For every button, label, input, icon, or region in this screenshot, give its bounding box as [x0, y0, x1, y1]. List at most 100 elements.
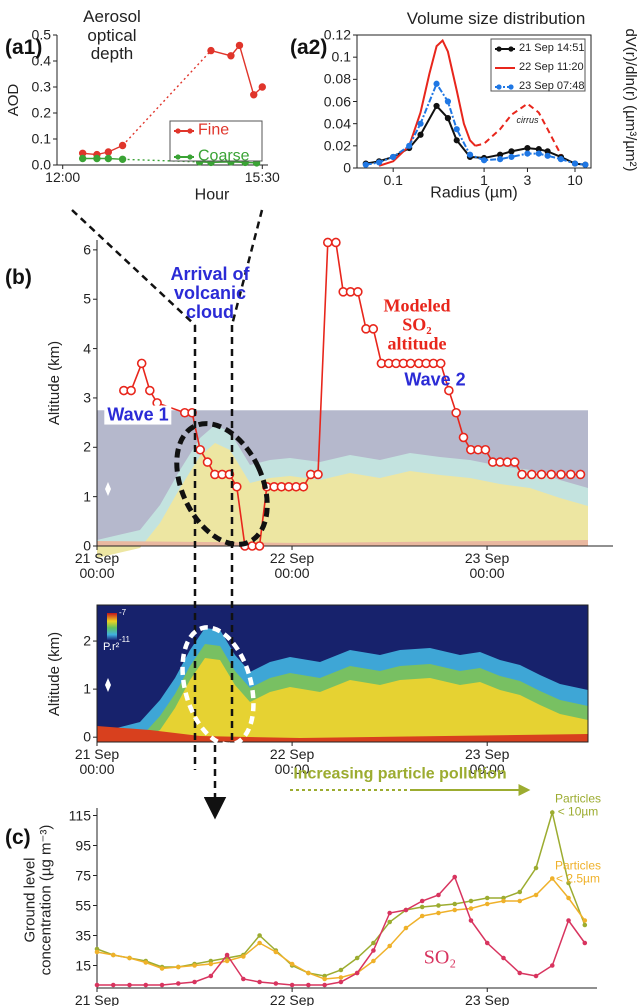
- point: [306, 970, 311, 976]
- y-tick-label: 75: [75, 867, 91, 884]
- point: [526, 469, 537, 480]
- y-tick-label: 0.1: [31, 130, 51, 147]
- point: [484, 940, 490, 946]
- x-tick-label: 21 Sep 00:00: [74, 746, 120, 777]
- point: [254, 541, 265, 551]
- point: [436, 903, 441, 908]
- legend-marker: [175, 154, 181, 160]
- point: [453, 126, 460, 133]
- point: [484, 895, 490, 901]
- point: [533, 892, 539, 898]
- chart-title: Volume size distribution: [406, 9, 586, 28]
- point: [159, 966, 165, 971]
- series-line: [96, 809, 586, 977]
- series-line: [82, 157, 123, 160]
- point: [78, 154, 87, 163]
- point: [362, 161, 369, 168]
- point: [453, 137, 460, 144]
- point: [202, 457, 213, 467]
- x-tick-label: 12:00: [45, 169, 81, 185]
- lidar-layer: [97, 726, 588, 742]
- point: [466, 151, 474, 158]
- series-line: [96, 877, 586, 980]
- panel-label: (a2): [290, 35, 328, 59]
- x-tick-label: 23 Sep 00:00: [465, 992, 510, 1006]
- point: [444, 115, 452, 122]
- legend-label: 23 Sep 07:48: [519, 80, 585, 93]
- colorbar-label: P.r²: [103, 641, 120, 653]
- point: [136, 358, 147, 369]
- y-tick-label: 115: [68, 807, 91, 824]
- point: [444, 385, 454, 396]
- x-tick-label: 15:30: [244, 169, 280, 185]
- point: [313, 469, 323, 480]
- point: [501, 898, 506, 904]
- point: [403, 907, 409, 913]
- highlight-ellipse: [174, 421, 270, 547]
- point: [444, 98, 452, 105]
- series-line: [475, 102, 562, 156]
- point: [322, 982, 327, 988]
- point: [231, 481, 242, 492]
- point: [517, 469, 527, 480]
- legend-marker: [496, 46, 502, 52]
- series-label: Particles < 2.5µm: [554, 858, 602, 885]
- point: [258, 83, 266, 91]
- point: [273, 981, 279, 986]
- x-tick-label: 3: [523, 172, 532, 188]
- point: [417, 131, 424, 138]
- y-tick-label: 0.3: [31, 78, 51, 95]
- x-tick-label: 22 Sep 00:00: [269, 746, 315, 777]
- point: [468, 906, 474, 911]
- y-tick-label: 4: [83, 340, 91, 357]
- point: [298, 481, 309, 492]
- point: [452, 901, 458, 907]
- point: [419, 898, 425, 904]
- connector: [230, 209, 264, 326]
- legend-marker: [508, 46, 514, 52]
- point: [419, 913, 425, 919]
- point: [227, 52, 235, 60]
- point: [435, 358, 446, 369]
- point: [390, 153, 397, 161]
- x-tick-label: 21 Sep 00:00: [74, 992, 120, 1006]
- point: [289, 961, 295, 967]
- annotation: Wave 1: [104, 405, 172, 425]
- point: [419, 904, 425, 910]
- x-tick-label: 1: [480, 172, 488, 188]
- x-axis-label: Hour: [194, 186, 230, 204]
- y-tick-label: 3: [83, 389, 91, 406]
- annotation: Wave 2: [404, 369, 466, 390]
- y-tick-label: 0.02: [323, 137, 351, 154]
- point: [458, 432, 469, 443]
- lidar-layer: [97, 658, 588, 742]
- y-tick-label: 0.12: [323, 26, 351, 43]
- point: [224, 952, 230, 958]
- x-tick-label: 23 Sep 00:00: [464, 550, 510, 581]
- point: [468, 898, 474, 904]
- point: [546, 469, 557, 480]
- point: [536, 469, 547, 480]
- point: [368, 324, 379, 334]
- point: [517, 970, 523, 976]
- point: [192, 963, 197, 968]
- point: [143, 982, 149, 988]
- plot-frame: [96, 604, 589, 743]
- point: [496, 156, 504, 163]
- y-tick-label: 35: [75, 927, 91, 944]
- series-gap-line: [122, 50, 212, 146]
- y-axis-label: Altitude (km): [46, 631, 64, 716]
- point: [241, 976, 246, 982]
- point: [118, 141, 127, 150]
- point: [207, 46, 215, 55]
- point: [524, 144, 531, 152]
- point: [452, 874, 458, 880]
- legend-label: Fine: [198, 121, 230, 139]
- point: [192, 979, 197, 985]
- legend-marker: [175, 128, 181, 134]
- colorbar: [107, 613, 117, 640]
- point: [549, 963, 555, 968]
- x-tick-label: 10: [567, 172, 583, 188]
- point: [468, 918, 474, 923]
